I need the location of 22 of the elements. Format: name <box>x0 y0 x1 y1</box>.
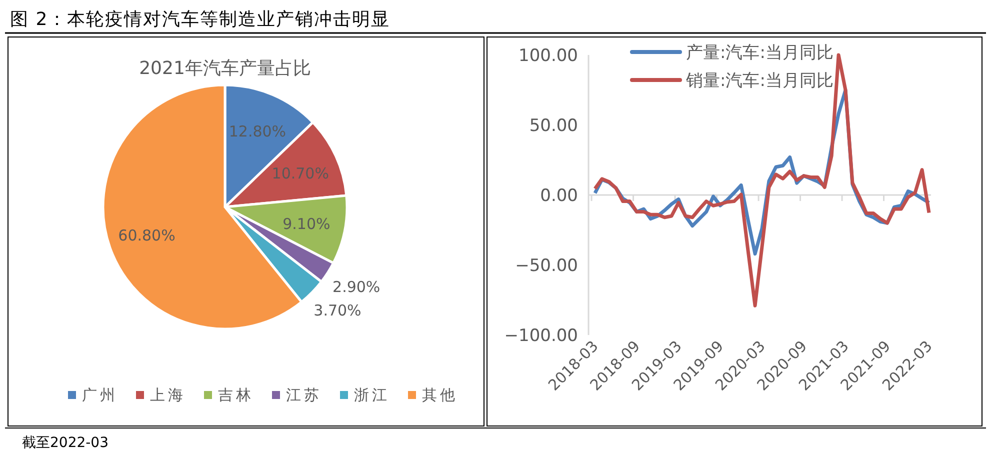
data-label: 3.70% <box>314 302 362 320</box>
legend-label: 上海 <box>150 386 186 404</box>
data-label: 9.10% <box>282 214 330 233</box>
y-tick-label: −100.00 <box>504 326 578 346</box>
legend-label: 产量:汽车:当月同比 <box>686 43 834 63</box>
data-label: 60.80% <box>118 226 176 245</box>
chart-title: 2021年汽车产量占比 <box>139 58 311 79</box>
y-tick-label: 0.00 <box>540 186 578 206</box>
legend-label: 销量:汽车:当月同比 <box>685 71 834 91</box>
y-tick-label: 50.00 <box>529 116 578 136</box>
y-tick-label: 100.00 <box>518 46 578 66</box>
legend-label: 其他 <box>422 386 458 404</box>
data-label: 2.90% <box>332 278 380 296</box>
data-label: 12.80% <box>228 122 286 141</box>
text: 截至2022-03 <box>22 435 108 451</box>
legend-label: 吉林 <box>218 386 254 404</box>
caption: 图 2：本轮疫情对汽车等制造业产销冲击明显 <box>10 9 390 30</box>
legend-label: 浙江 <box>354 386 390 404</box>
legend-label: 广州 <box>82 386 118 404</box>
data-label: 10.70% <box>272 164 329 182</box>
legend-label: 江苏 <box>286 386 322 404</box>
y-tick-label: −50.00 <box>515 256 578 276</box>
